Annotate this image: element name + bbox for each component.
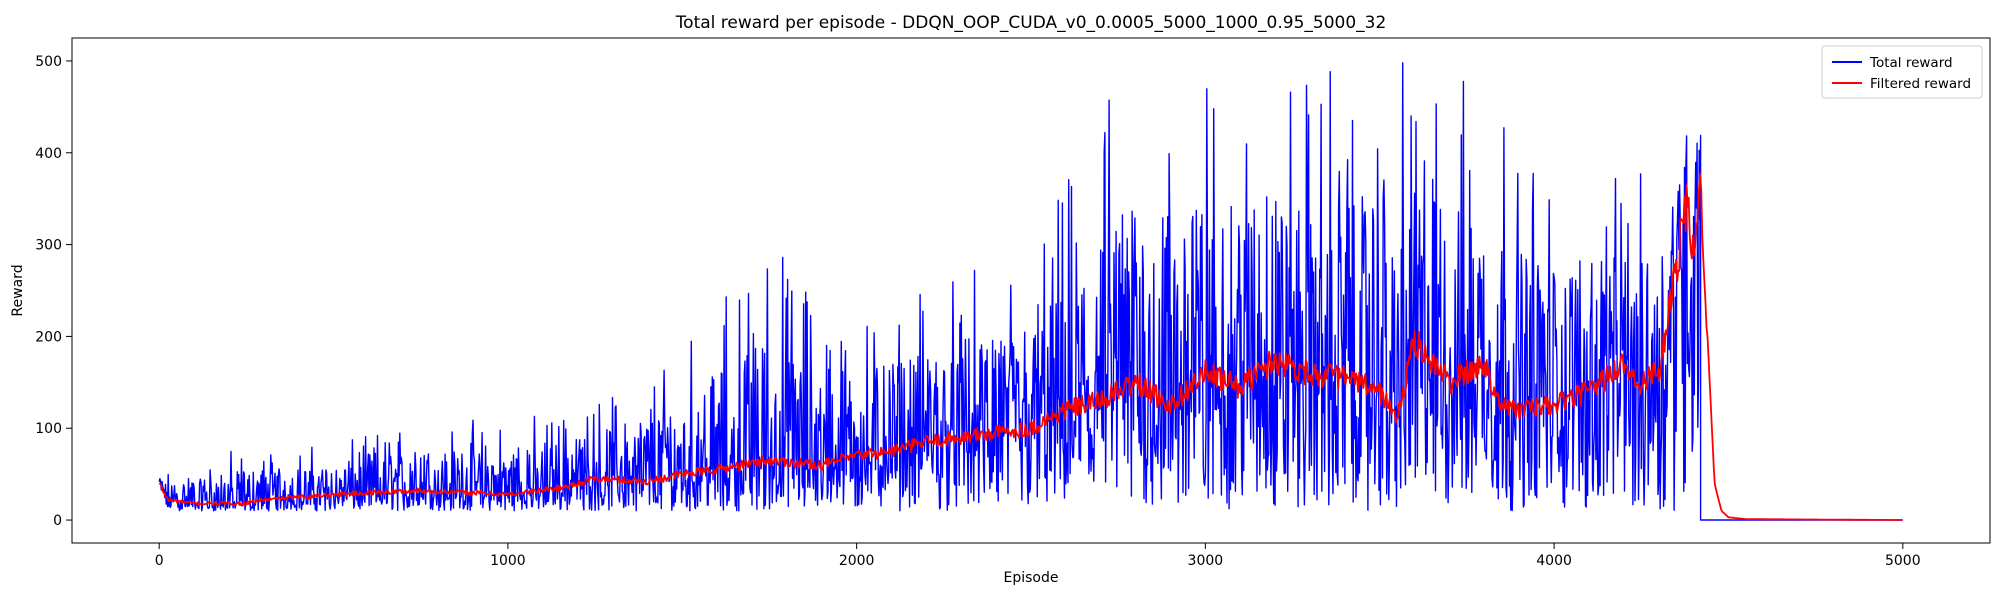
series-total-reward-line bbox=[158, 62, 1903, 521]
y-tick-label: 200 bbox=[35, 329, 62, 345]
y-tick-label: 0 bbox=[53, 513, 62, 529]
series-layer bbox=[158, 62, 1903, 521]
y-axis: 0 100 200 300 400 500 bbox=[35, 54, 72, 529]
x-tick-label: 2000 bbox=[839, 553, 875, 569]
plot-frame bbox=[71, 37, 1991, 544]
y-tick-label: 100 bbox=[35, 421, 62, 437]
y-axis-label: Reward bbox=[10, 264, 26, 316]
x-tick-label: 5000 bbox=[1885, 553, 1921, 569]
x-tick-label: 4000 bbox=[1536, 553, 1572, 569]
legend-box bbox=[1821, 45, 1983, 99]
chart-title: Total reward per episode - DDQN_OOP_CUDA… bbox=[675, 13, 1387, 33]
x-tick-label: 3000 bbox=[1188, 553, 1224, 569]
series-filtered-reward-line bbox=[158, 172, 1903, 521]
x-axis: 0 1000 2000 3000 4000 5000 bbox=[155, 543, 1921, 569]
x-axis-label: Episode bbox=[1004, 570, 1059, 586]
x-tick-label: 0 bbox=[155, 553, 164, 569]
legend-label-total-reward: Total reward bbox=[1869, 55, 1953, 71]
y-tick-label: 400 bbox=[35, 146, 62, 162]
y-tick-label: 500 bbox=[35, 54, 62, 70]
legend: Total reward Filtered reward bbox=[1821, 45, 1983, 99]
legend-label-filtered-reward: Filtered reward bbox=[1870, 76, 1971, 92]
x-tick-label: 1000 bbox=[490, 553, 526, 569]
y-tick-label: 300 bbox=[35, 238, 62, 254]
